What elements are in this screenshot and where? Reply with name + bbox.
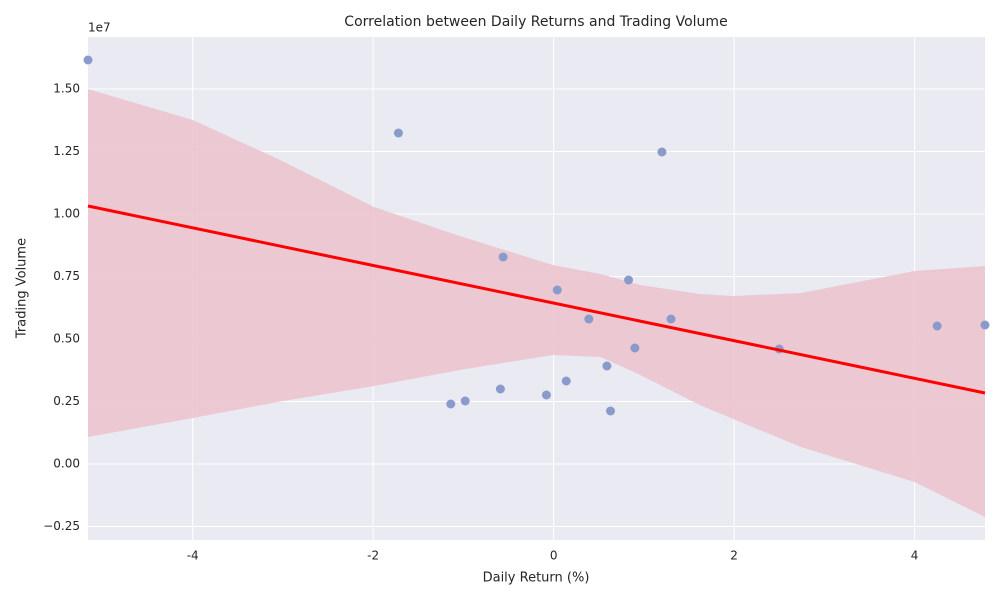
y-tick-label: 0.00 <box>53 457 80 471</box>
y-axis-label: Trading Volume <box>15 238 30 339</box>
x-tick-label: -2 <box>367 549 379 563</box>
point <box>541 390 551 400</box>
point <box>83 55 93 65</box>
point <box>932 321 942 331</box>
point <box>561 376 571 386</box>
point <box>393 128 403 138</box>
y-tick-label: 1.25 <box>53 144 80 158</box>
point <box>657 147 667 157</box>
x-tick-label: 4 <box>911 549 919 563</box>
point <box>495 384 505 394</box>
point <box>498 252 508 262</box>
y-tick-label: 0.75 <box>53 269 80 283</box>
y-tick-label: 0.50 <box>53 332 80 346</box>
point <box>624 275 634 285</box>
chart-title: Correlation between Daily Returns and Tr… <box>344 14 727 30</box>
point <box>552 285 562 295</box>
point <box>446 399 456 409</box>
point <box>666 314 676 324</box>
point <box>602 361 612 371</box>
point <box>460 396 470 406</box>
y-tick-label: 1.00 <box>53 207 80 221</box>
point <box>584 314 594 324</box>
x-tick-label: 0 <box>550 549 558 563</box>
y-offset-label: 1e7 <box>88 21 111 35</box>
point <box>980 320 990 330</box>
y-tick-label: −0.25 <box>43 519 80 533</box>
confidence-band <box>88 89 985 517</box>
point <box>605 406 615 416</box>
regression-line <box>87 204 986 395</box>
x-tick-label: 2 <box>730 549 738 563</box>
x-axis-label: Daily Return (%) <box>483 571 590 586</box>
y-tick-label: 1.50 <box>53 82 80 96</box>
point <box>630 343 640 353</box>
y-tick-label: 0.25 <box>53 394 80 408</box>
x-tick-label: -4 <box>187 549 199 563</box>
